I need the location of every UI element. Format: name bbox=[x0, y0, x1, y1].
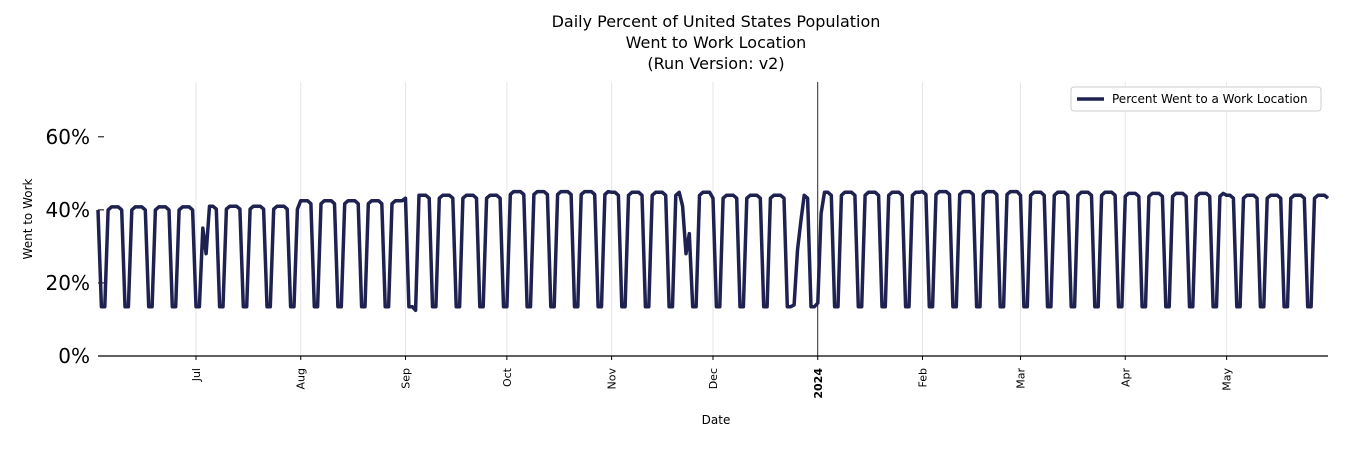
x-tick-label: Sep bbox=[400, 368, 413, 389]
chart-title-line-1: Daily Percent of United States Populatio… bbox=[552, 12, 881, 31]
chart-title-line-3: (Run Version: v2) bbox=[647, 54, 784, 73]
x-tick-label: Feb bbox=[917, 368, 930, 387]
y-tick-label: 40% bbox=[46, 198, 90, 222]
x-tick-label: May bbox=[1221, 368, 1234, 391]
chart-title-line-2: Went to Work Location bbox=[626, 33, 807, 52]
legend-label: Percent Went to a Work Location bbox=[1112, 92, 1308, 106]
legend-box bbox=[1070, 86, 1322, 112]
x-tick-label: 2024 bbox=[812, 368, 825, 399]
grid-lines bbox=[195, 82, 1228, 356]
x-tick-label: Apr bbox=[1119, 368, 1132, 388]
x-axis-ticks: Jul Aug Sep Oct Nov Dec 2024 Feb Mar Apr May bbox=[190, 356, 1234, 399]
x-tick-label: Mar bbox=[1015, 368, 1028, 389]
x-tick-label: Aug bbox=[295, 368, 308, 389]
x-tick-label: Oct bbox=[501, 367, 514, 387]
y-tick-label: 60% bbox=[46, 125, 90, 149]
y-axis-label: Went to Work bbox=[21, 178, 35, 259]
y-axis-ticks: 0% 20% 40% 60% bbox=[46, 125, 104, 368]
x-tick-label: Jul bbox=[190, 368, 203, 382]
legend: Percent Went to a Work Location bbox=[1070, 86, 1322, 112]
y-tick-label: 0% bbox=[58, 344, 90, 368]
x-tick-label: Nov bbox=[606, 368, 619, 390]
x-axis-label: Date bbox=[702, 413, 731, 427]
y-tick-label: 20% bbox=[46, 271, 90, 295]
x-tick-label: Dec bbox=[707, 368, 720, 389]
series-line-percent-went-to-work bbox=[96, 189, 1330, 313]
